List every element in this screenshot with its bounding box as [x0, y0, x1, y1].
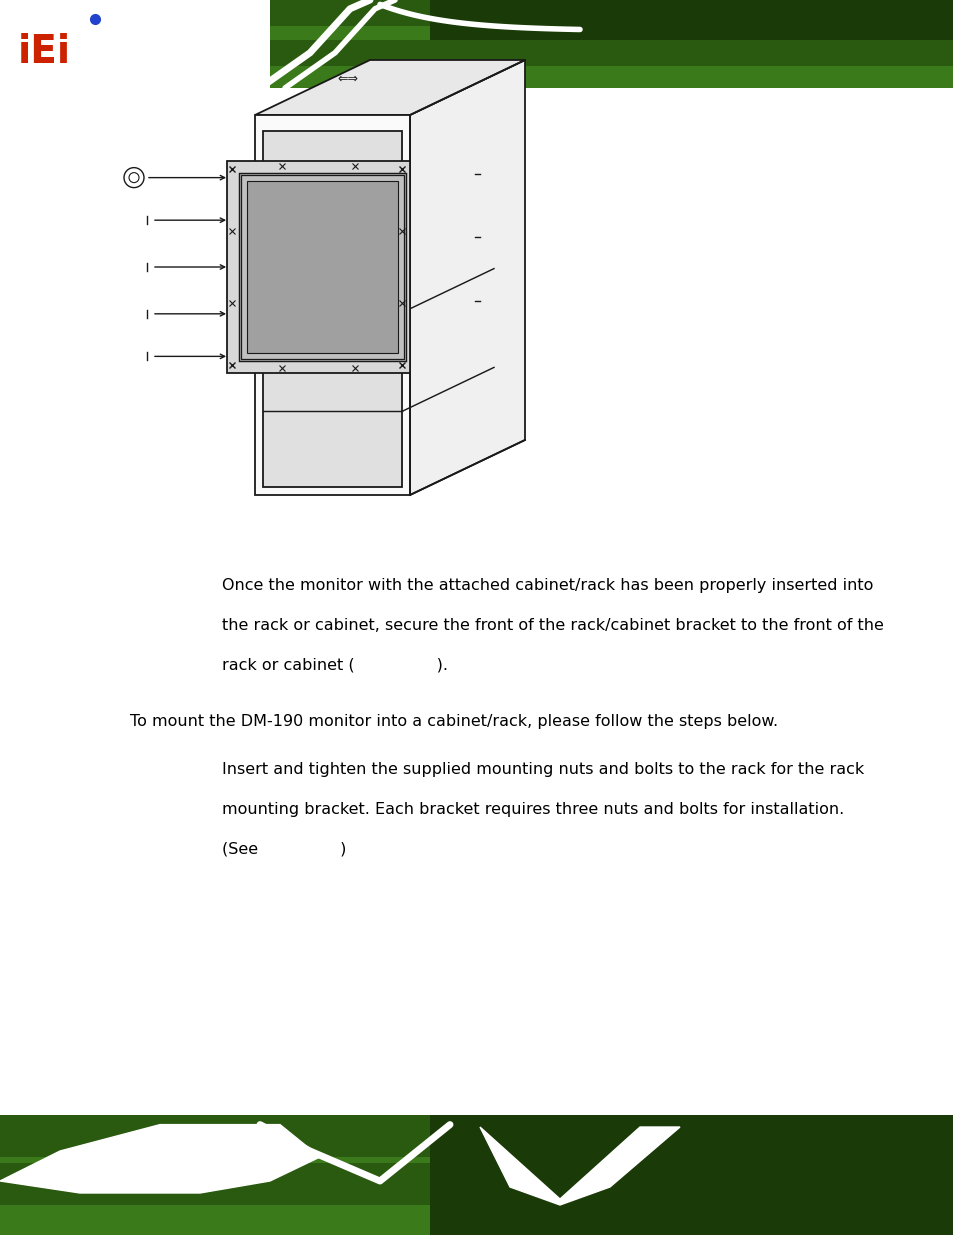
Text: mounting bracket. Each bracket requires three nuts and bolts for installation.: mounting bracket. Each bracket requires … — [222, 802, 843, 818]
Text: (See                ): (See ) — [222, 842, 346, 857]
Text: Insert and tighten the supplied mounting nuts and bolts to the rack for the rack: Insert and tighten the supplied mounting… — [222, 762, 863, 777]
Polygon shape — [227, 161, 410, 373]
Bar — [0, 1163, 953, 1205]
Text: ⇐⇒: ⇐⇒ — [336, 73, 357, 86]
Bar — [0, 0, 270, 88]
Bar — [0, 0, 953, 26]
Polygon shape — [479, 1128, 679, 1205]
Circle shape — [124, 168, 144, 188]
Bar — [263, 131, 401, 487]
Bar — [0, 1115, 953, 1157]
Text: To mount the DM-190 monitor into a cabinet/rack, please follow the steps below.: To mount the DM-190 monitor into a cabin… — [130, 714, 778, 729]
Polygon shape — [410, 61, 524, 495]
Bar — [0, 40, 953, 65]
Text: Once the monitor with the attached cabinet/rack has been properly inserted into: Once the monitor with the attached cabin… — [222, 578, 872, 593]
Bar — [430, 1115, 953, 1235]
Polygon shape — [247, 180, 398, 353]
Text: iEi: iEi — [18, 33, 71, 72]
Bar — [0, 1115, 953, 1235]
Polygon shape — [0, 1125, 319, 1193]
Bar — [0, 0, 953, 88]
Text: ®Technology Corp.: ®Technology Corp. — [14, 63, 127, 77]
Text: rack or cabinet (                ).: rack or cabinet ( ). — [222, 658, 448, 673]
Text: the rack or cabinet, secure the front of the rack/cabinet bracket to the front o: the rack or cabinet, secure the front of… — [222, 618, 882, 634]
Polygon shape — [239, 173, 406, 362]
Polygon shape — [254, 61, 524, 115]
Circle shape — [129, 173, 139, 183]
Polygon shape — [254, 115, 410, 495]
Bar — [430, 0, 953, 40]
